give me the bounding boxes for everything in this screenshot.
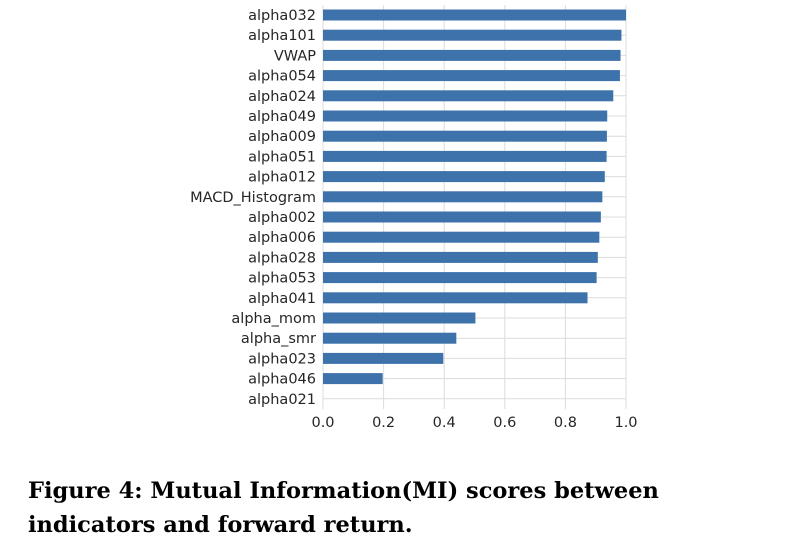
y-tick-label: alpha002 (248, 210, 316, 226)
bar-alpha041 (323, 292, 588, 304)
x-tick-label: 0.6 (493, 415, 516, 431)
bar-alpha051 (323, 150, 607, 162)
y-tick-label: alpha006 (248, 230, 316, 246)
y-tick-label: alpha054 (248, 69, 316, 85)
bar-alpha046 (323, 373, 383, 385)
bar-alpha101 (323, 29, 622, 41)
bar-alpha002 (323, 211, 601, 223)
bar-alpha_smr (323, 332, 457, 344)
bar-alpha006 (323, 231, 600, 243)
y-tick-label: alpha_mom (231, 311, 316, 327)
y-tick-label: alpha009 (248, 129, 316, 145)
y-tick-label: alpha041 (248, 291, 316, 307)
y-tick-label: alpha023 (248, 351, 316, 367)
bar-alpha023 (323, 352, 444, 364)
x-tick-label: 0.8 (554, 415, 577, 431)
y-tick-label: VWAP (274, 48, 316, 64)
x-tick-label: 0.4 (433, 415, 456, 431)
bar-alpha053 (323, 272, 597, 284)
y-tick-label: MACD_Histogram (190, 190, 316, 206)
y-tick-label: alpha051 (248, 149, 316, 165)
y-tick-label: alpha101 (248, 28, 316, 44)
y-tick-label: alpha021 (248, 392, 316, 408)
bar-alpha028 (323, 251, 598, 263)
figure-caption: Figure 4: Mutual Information(MI) scores … (28, 478, 659, 538)
bar-macd_histogram (323, 191, 603, 203)
bar-alpha012 (323, 171, 605, 183)
bar-alpha024 (323, 90, 614, 102)
y-tick-label: alpha053 (248, 271, 316, 287)
y-tick-label: alpha049 (248, 109, 316, 125)
x-tick-label: 0.2 (372, 415, 395, 431)
y-tick-label: alpha_smr (241, 331, 316, 347)
bar-alpha_mom (323, 312, 476, 324)
bar-alpha009 (323, 130, 607, 142)
y-tick-label: alpha028 (248, 250, 316, 266)
bar-alpha049 (323, 110, 608, 122)
x-tick-label: 0.0 (311, 415, 334, 431)
bar-alpha032 (323, 9, 626, 21)
y-tick-label: alpha032 (248, 8, 316, 24)
bar-alpha054 (323, 70, 620, 82)
y-tick-label: alpha024 (248, 89, 316, 105)
mi-bar-chart: 0.0 0.2 0.4 0.6 0.8 1.0 alpha032 alpha101 VWAP al… (190, 5, 638, 431)
bar-vwap (323, 49, 621, 61)
y-tick-label: alpha046 (248, 372, 316, 388)
x-tick-label: 1.0 (614, 415, 637, 431)
y-tick-label: alpha012 (248, 170, 316, 186)
